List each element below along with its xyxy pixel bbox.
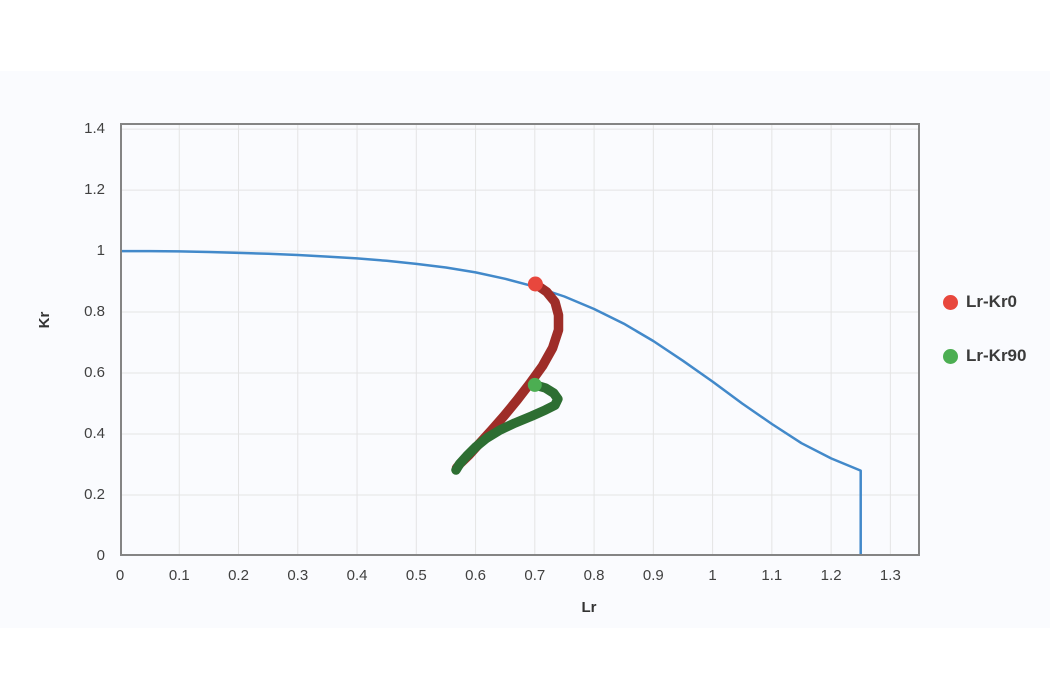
series-marker-lr-kr0 [527,276,543,292]
plot-border [120,123,920,556]
legend-marker-lr-kr0-icon [943,294,958,310]
series-marker-lr-kr90 [527,377,542,392]
legend-label-lr-kr90: Lr-Kr90 [966,346,1027,365]
x-axis-title: Lr [581,599,597,616]
legend-marker-lr-kr90-icon [943,348,958,364]
legend-label-lr-kr0: Lr-Kr0 [966,292,1018,311]
series-line-lr-kr90 [451,380,563,475]
legend-item-lr-kr0[interactable]: Lr-Kr0 [943,290,1050,314]
series-line-fad-boundary-curve [120,249,862,556]
y-axis-title: Kr [35,311,53,329]
chart-container [0,71,1050,628]
legend: Lr-Kr0 Lr-Kr90 [943,290,1050,398]
chart-svg [120,123,920,556]
legend-item-lr-kr90[interactable]: Lr-Kr90 [943,344,1050,368]
plot-area [120,123,920,556]
